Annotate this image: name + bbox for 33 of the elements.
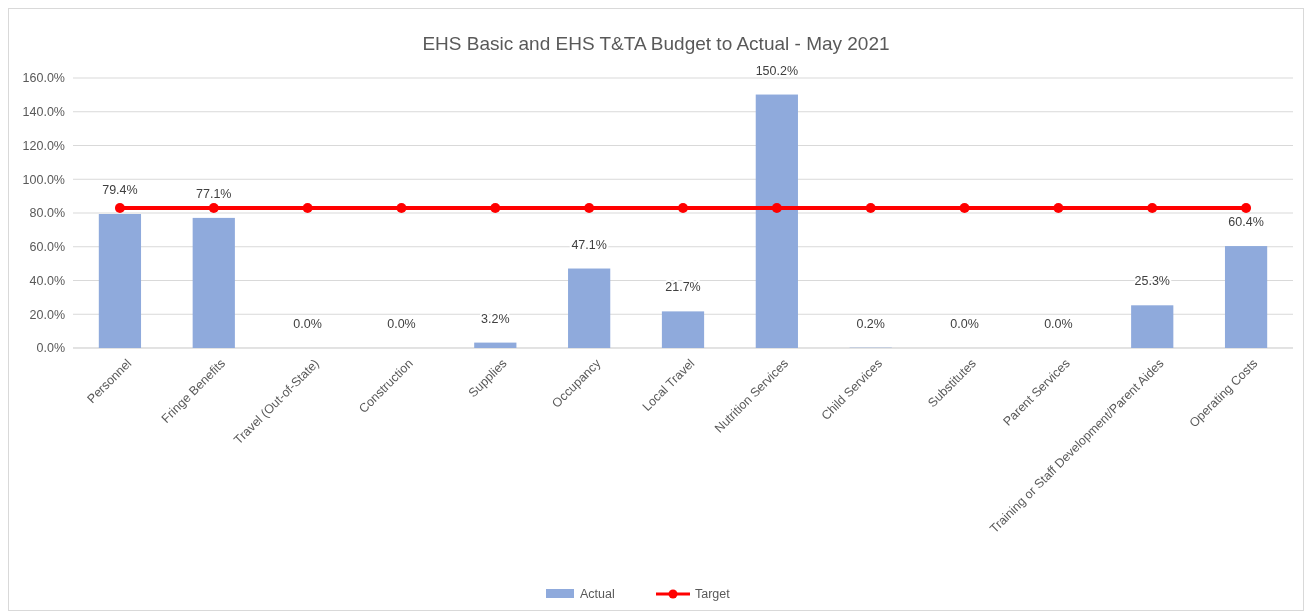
data-label: 0.0%	[293, 317, 322, 331]
bar	[661, 311, 705, 348]
y-tick-label: 100.0%	[22, 172, 65, 187]
data-label: 0.0%	[1044, 317, 1073, 331]
y-tick-label: 20.0%	[29, 307, 65, 322]
bar	[1224, 246, 1268, 348]
bar	[98, 214, 142, 348]
data-label: 3.2%	[481, 311, 510, 326]
data-label: 0.0%	[387, 317, 416, 331]
data-label: 21.7%	[665, 280, 701, 295]
data-label: 47.1%	[571, 237, 607, 252]
bar	[568, 268, 611, 348]
y-tick-label: 60.0%	[29, 240, 65, 255]
data-label: 150.2%	[755, 63, 799, 78]
data-label: 60.4%	[1228, 215, 1264, 230]
legend-label: Actual	[580, 587, 615, 602]
bar	[1131, 305, 1174, 348]
bar	[755, 94, 798, 348]
legend-label: Target	[695, 587, 731, 602]
y-tick-label: 120.0%	[22, 138, 65, 153]
y-tick-label: 140.0%	[22, 105, 65, 120]
data-label: 77.1%	[196, 186, 232, 201]
y-tick-label: 160.0%	[22, 71, 65, 86]
bar	[474, 342, 517, 348]
data-label: 25.3%	[1134, 274, 1170, 289]
y-tick-label: 40.0%	[29, 273, 65, 288]
data-label: 79.4%	[102, 183, 138, 198]
data-label: 0.2%	[856, 316, 885, 331]
y-tick-label: 0.0%	[36, 341, 65, 356]
chart-title: EHS Basic and EHS T&TA Budget to Actual - May 2021	[422, 33, 890, 54]
data-label: 0.0%	[950, 317, 979, 331]
bar	[192, 217, 235, 348]
y-tick-label: 80.0%	[29, 206, 65, 221]
